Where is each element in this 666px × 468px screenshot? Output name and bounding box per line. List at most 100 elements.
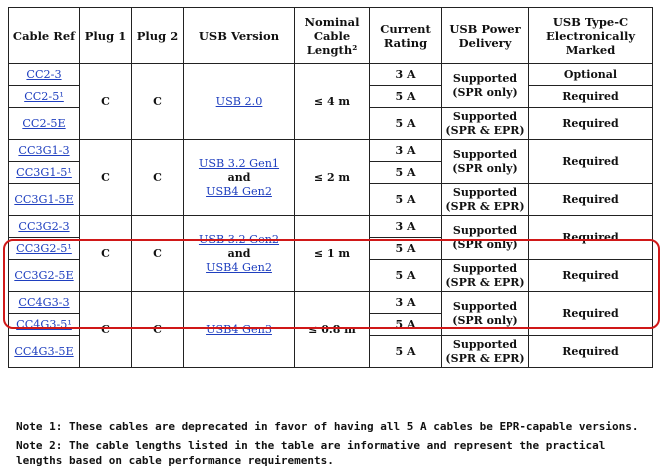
current-rating-cell: 5 A: [369, 107, 442, 140]
marked-cell: Required: [528, 85, 653, 108]
table-row: CC4G3-5E 5 A Supported (SPR & EPR) Requir…: [8, 335, 653, 368]
plug2-cell: C: [131, 215, 184, 292]
cable-ref-cell: CC3G2-5¹: [8, 237, 80, 260]
usb-version-link[interactable]: USB 3.2 Gen1: [198, 156, 280, 170]
current-rating-cell: 5 A: [369, 259, 442, 292]
cable-ref-link[interactable]: CC3G1-3: [18, 144, 70, 157]
marked-cell: Optional: [528, 63, 653, 86]
plug1-cell: C: [79, 291, 132, 368]
table-row: CC2-3 C C USB 2.0 ≤ 4 m 3 A Supported (SP…: [8, 63, 653, 140]
table-row: CC3G1-5E 5 A Supported (SPR & EPR) Requir…: [8, 183, 653, 216]
cable-ref-link[interactable]: CC4G3-5¹: [16, 318, 72, 331]
usb-version-cell: USB4 Gen3: [183, 291, 295, 368]
marked-cell: Required: [528, 335, 653, 368]
cable-ref-cell: CC4G3-5E: [8, 335, 80, 368]
cable-ref-link[interactable]: CC2-5¹: [24, 90, 64, 103]
cable-ref-cell: CC4G3-3: [8, 291, 80, 314]
plug2-cell: C: [131, 63, 184, 140]
table-row: CC3G1-3 C C USB 3.2 Gen1 and USB4 Gen2 ≤…: [8, 139, 653, 216]
version-and-text: and: [227, 246, 251, 260]
cable-ref-link[interactable]: CC3G2-5E: [14, 269, 74, 282]
cable-ref-cell: CC4G3-5¹: [8, 313, 80, 336]
marked-cell: Required: [528, 259, 653, 292]
current-rating-cell: 5 A: [369, 161, 442, 184]
table-row: CC3G2-3 C C USB 3.2 Gen2 and USB4 Gen2 ≤…: [8, 215, 653, 292]
cable-ref-link[interactable]: CC2-3: [26, 68, 62, 81]
usb-version-link[interactable]: USB4 Gen2: [206, 260, 272, 274]
current-rating-cell: 3 A: [369, 139, 442, 162]
cable-ref-cell: CC3G2-5E: [8, 259, 80, 292]
plug2-cell: C: [131, 291, 184, 368]
table-row: CC3G2-5¹ 5 A: [8, 237, 653, 260]
header-plug2: Plug 2: [131, 7, 184, 64]
usb-version-cell: USB 3.2 Gen1 and USB4 Gen2: [183, 139, 295, 216]
marked-cell: Required: [528, 107, 653, 140]
cable-ref-link[interactable]: CC3G2-3: [18, 220, 70, 233]
current-rating-cell: 3 A: [369, 291, 442, 314]
cable-length-cell: ≤ 2 m: [294, 139, 370, 216]
usb-version-cell: USB 3.2 Gen2 and USB4 Gen2: [183, 215, 295, 292]
cable-length-cell: ≤ 1 m: [294, 215, 370, 292]
current-rating-cell: 5 A: [369, 237, 442, 260]
cable-ref-link[interactable]: CC4G3-5E: [14, 345, 74, 358]
cable-ref-link[interactable]: CC3G2-5¹: [16, 242, 72, 255]
cable-ref-link[interactable]: CC3G1-5E: [14, 193, 74, 206]
power-delivery-cell: Supported (SPR & EPR): [441, 183, 529, 216]
marked-cell: Required: [528, 291, 653, 336]
current-rating-cell: 5 A: [369, 85, 442, 108]
usb-version-link[interactable]: USB 2.0: [215, 94, 263, 108]
usb-version-cell: USB 2.0: [183, 63, 295, 140]
note-2: Note 2: The cable lengths listed in the …: [16, 439, 606, 467]
usb-version-link[interactable]: USB4 Gen3: [206, 322, 272, 336]
plug1-cell: C: [79, 63, 132, 140]
cable-length-cell: ≤ 0.8 m: [294, 291, 370, 368]
cable-ref-cell: CC3G1-5E: [8, 183, 80, 216]
header-cable-ref: Cable Ref: [8, 7, 80, 64]
cable-table-container: Cable Ref Plug 1 Plug 2 USB Version Nomi…: [8, 7, 653, 368]
power-delivery-cell: Supported (SPR & EPR): [441, 107, 529, 140]
cable-ref-link[interactable]: CC3G1-5¹: [16, 166, 72, 179]
power-delivery-cell: Supported (SPR only): [441, 63, 529, 108]
header-cable-length: Nominal Cable Length²: [294, 7, 370, 64]
header-power-delivery: USB Power Delivery: [441, 7, 529, 64]
power-delivery-cell: Supported (SPR only): [441, 291, 529, 336]
cable-ref-cell: CC2-3: [8, 63, 80, 86]
table-row: CC4G3-5¹ 5 A: [8, 313, 653, 336]
cable-ref-cell: CC2-5E: [8, 107, 80, 140]
version-and-text: and: [227, 170, 251, 184]
cable-ref-cell: CC3G2-3: [8, 215, 80, 238]
current-rating-cell: 5 A: [369, 313, 442, 336]
table-row: CC3G1-5¹ 5 A: [8, 161, 653, 184]
usb-version-link[interactable]: USB 3.2 Gen2: [198, 232, 280, 246]
power-delivery-cell: Supported (SPR only): [441, 139, 529, 184]
cable-ref-link[interactable]: CC4G3-3: [18, 296, 70, 309]
plug1-cell: C: [79, 139, 132, 216]
header-electronically-marked: USB Type-C Electronically Marked: [528, 7, 653, 64]
table-row: CC2-5E 5 A Supported (SPR & EPR) Required: [8, 107, 653, 140]
table-row: CC3G2-5E 5 A Supported (SPR & EPR) Requir…: [8, 259, 653, 292]
power-delivery-cell: Supported (SPR only): [441, 215, 529, 260]
current-rating-cell: 3 A: [369, 215, 442, 238]
cable-table: Cable Ref Plug 1 Plug 2 USB Version Nomi…: [8, 7, 653, 368]
plug2-cell: C: [131, 139, 184, 216]
plug1-cell: C: [79, 215, 132, 292]
note-1: Note 1: These cables are deprecated in f…: [16, 420, 639, 433]
cable-ref-cell: CC3G1-3: [8, 139, 80, 162]
header-current-rating: Current Rating: [369, 7, 442, 64]
marked-cell: Required: [528, 139, 653, 184]
header-usb-version: USB Version: [183, 7, 295, 64]
power-delivery-cell: Supported (SPR & EPR): [441, 335, 529, 368]
cable-ref-cell: CC2-5¹: [8, 85, 80, 108]
current-rating-cell: 3 A: [369, 63, 442, 86]
marked-cell: Required: [528, 215, 653, 260]
marked-cell: Required: [528, 183, 653, 216]
header-plug1: Plug 1: [79, 7, 132, 64]
cable-ref-link[interactable]: CC2-5E: [22, 117, 66, 130]
current-rating-cell: 5 A: [369, 183, 442, 216]
table-row: CC4G3-3 C C USB4 Gen3 ≤ 0.8 m 3 A Suppor…: [8, 291, 653, 368]
cable-ref-cell: CC3G1-5¹: [8, 161, 80, 184]
usb-version-link[interactable]: USB4 Gen2: [206, 184, 272, 198]
header-row: Cable Ref Plug 1 Plug 2 USB Version Nomi…: [8, 7, 653, 64]
cable-length-cell: ≤ 4 m: [294, 63, 370, 140]
power-delivery-cell: Supported (SPR & EPR): [441, 259, 529, 292]
